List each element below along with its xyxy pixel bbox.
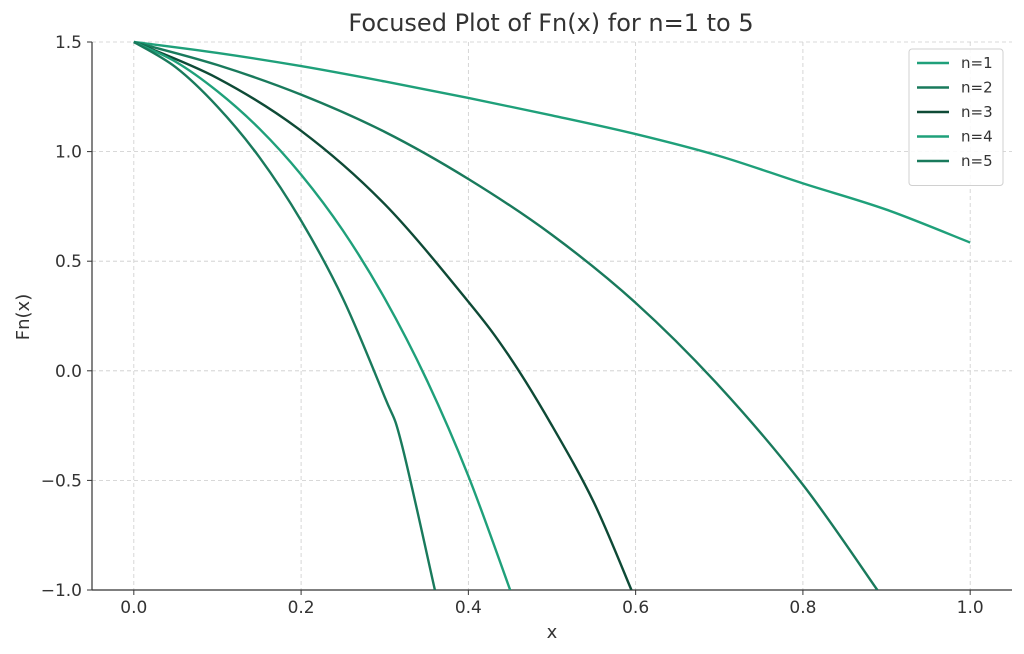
y-tick-label: 0.0 — [55, 362, 82, 382]
y-tick-label: −0.5 — [41, 471, 82, 491]
x-tick-label: 0.2 — [288, 598, 315, 618]
legend-box — [908, 48, 1004, 186]
legend-label: n=1 — [961, 54, 993, 72]
legend-label: n=4 — [961, 128, 993, 146]
series-layer — [133, 40, 971, 590]
y-tick-label: 0.5 — [55, 252, 82, 272]
x-tick-label: 0.4 — [455, 598, 482, 618]
series-line-3 — [133, 40, 633, 590]
x-tick-label: 1.0 — [957, 598, 984, 618]
x-tick-label: 0.6 — [622, 598, 649, 618]
legend-label: n=3 — [961, 103, 993, 121]
y-tick-label: −1.0 — [41, 581, 82, 601]
legend-label: n=5 — [961, 152, 993, 170]
y-tick-label: 1.5 — [55, 33, 82, 53]
x-tick-label: 0.8 — [789, 598, 816, 618]
series-line-1 — [133, 40, 971, 244]
legend: n=1 n=2 n=3 n=4 n=5 — [908, 48, 1004, 186]
x-axis-label: x — [547, 622, 558, 643]
legend-label: n=2 — [961, 79, 993, 97]
tick-labels: 0.0 0.2 0.4 0.6 0.8 1.0 −1.0 −0.5 0.0 0.5 1.0 1.5 — [41, 33, 984, 618]
series-line-5 — [133, 40, 437, 590]
x-tick-label: 0.0 — [120, 598, 147, 618]
series-line-2 — [133, 40, 879, 590]
axes — [91, 42, 1012, 591]
y-axis-label: Fn(x) — [13, 294, 34, 340]
y-tick-label: 1.0 — [55, 143, 82, 163]
series-line-4 — [133, 40, 512, 590]
chart-title: Focused Plot of Fn(x) for n=1 to 5 — [348, 9, 753, 37]
grid — [92, 41, 1012, 591]
